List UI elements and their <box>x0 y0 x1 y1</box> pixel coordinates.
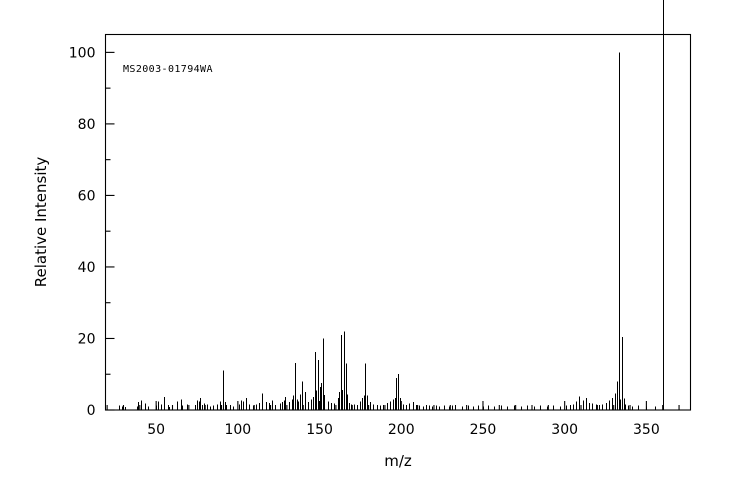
x-tick-label: 100 <box>224 422 251 438</box>
y-tick-label: 100 <box>69 45 96 61</box>
y-axis-label: Relative Intensity <box>32 157 50 288</box>
x-tick-label: 50 <box>147 422 165 438</box>
x-axis-tick-labels: 50 100 150 200 250 300 350 <box>147 422 660 438</box>
y-tick-label: 40 <box>78 260 96 276</box>
x-tick-label: 250 <box>470 422 497 438</box>
x-axis-label: m/z <box>384 452 412 470</box>
y-axis-tick-labels: 0 20 40 60 80 100 <box>69 45 96 419</box>
x-tick-label: 350 <box>633 422 660 438</box>
y-tick-label: 60 <box>78 188 96 204</box>
y-axis-ticks <box>105 51 115 411</box>
x-axis-ticks <box>106 401 680 410</box>
y-tick-label: 20 <box>78 331 96 347</box>
x-tick-label: 150 <box>306 422 333 438</box>
spectrum-id-annotation: MS2003-01794WA <box>123 64 213 75</box>
y-tick-label: 80 <box>78 117 96 133</box>
x-tick-label: 200 <box>388 422 415 438</box>
y-tick-label: 0 <box>87 403 96 419</box>
x-tick-label: 300 <box>551 422 578 438</box>
spectrum-peaks <box>118 0 665 410</box>
